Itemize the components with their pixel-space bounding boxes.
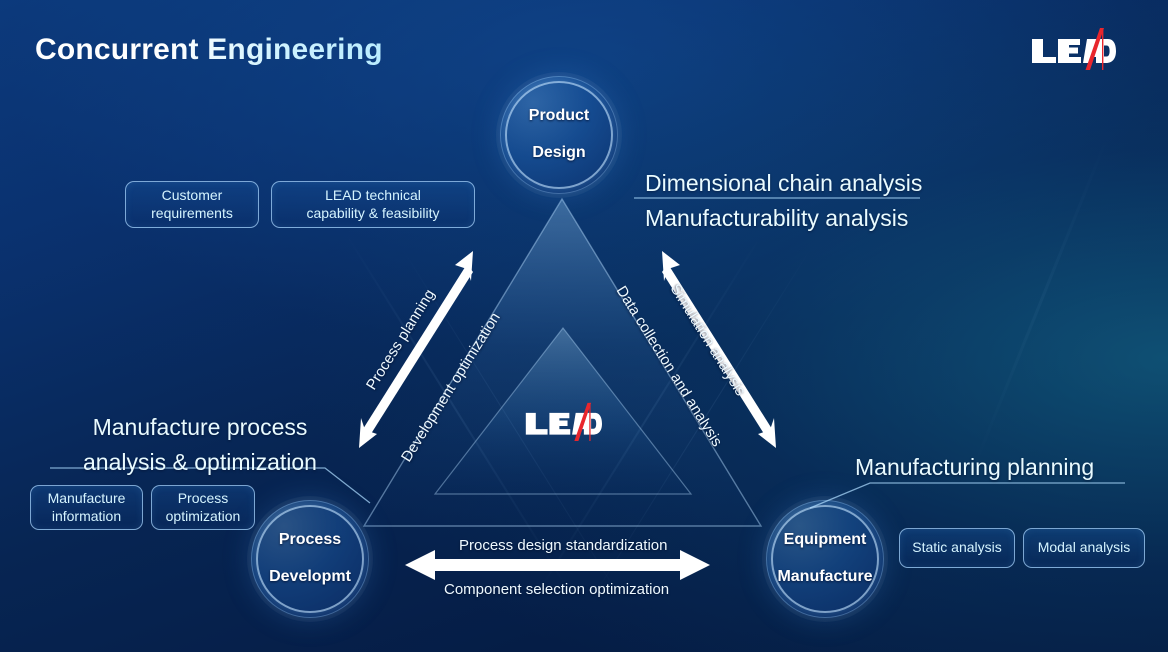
callout-bottom-left: Manufacture process analysis & optimizat… (50, 410, 350, 479)
node-label: Equipment Manufacture (777, 530, 873, 586)
pill-label: Manufacture information (47, 490, 126, 524)
pill-lead-technical-capability[interactable]: LEAD technical capability & feasibility (271, 181, 475, 228)
arrow-label-data-collection-and-analysis: Data collection and analysis (612, 283, 726, 450)
arrow-label-component-selection-optimization: Component selection optimization (444, 581, 670, 598)
pill-process-optimization[interactable]: Process optimization (151, 485, 255, 530)
callout-line-2: Manufacturability analysis (645, 204, 909, 231)
callout-top-right: Dimensional chain analysis Manufacturabi… (645, 166, 922, 235)
node-label: Process Developmt (269, 530, 351, 586)
pill-modal-analysis[interactable]: Modal analysis (1023, 528, 1145, 568)
callout-bottom-right: Manufacturing planning (855, 450, 1094, 485)
callout-line-2: analysis & optimization (83, 448, 317, 475)
page-title: Concurrent Engineering (35, 33, 383, 66)
pill-customer-requirements[interactable]: Customer requirements (125, 181, 259, 228)
node-product-design[interactable]: Product Design (500, 76, 618, 194)
callout-line-1: Dimensional chain analysis (645, 170, 923, 196)
arrow-label-process-design-standardization: Process design standardization (459, 537, 668, 554)
arrow-label-process-planning: Process planning (363, 286, 439, 394)
node-process-development[interactable]: Process Developmt (251, 500, 369, 618)
node-equipment-manufacture[interactable]: Equipment Manufacture (766, 500, 884, 618)
pill-label: Customer requirements (151, 187, 233, 221)
callout-line-1: Manufacturing planning (855, 454, 1095, 480)
lead-logo-center (525, 402, 602, 441)
node-label: Product Design (528, 106, 590, 162)
pill-label: Static analysis (912, 539, 1002, 556)
pill-label: Modal analysis (1037, 539, 1131, 556)
pill-label: LEAD technical capability & feasibility (306, 187, 440, 221)
outer-triangle (362, 197, 763, 527)
lead-logo-top-right (1032, 28, 1116, 70)
pill-label: Process optimization (165, 490, 241, 524)
background-streak (972, 132, 1111, 468)
callout-line-1: Manufacture process (92, 414, 308, 440)
pill-static-analysis[interactable]: Static analysis (899, 528, 1015, 568)
pill-manufacture-information[interactable]: Manufacture information (30, 485, 143, 530)
